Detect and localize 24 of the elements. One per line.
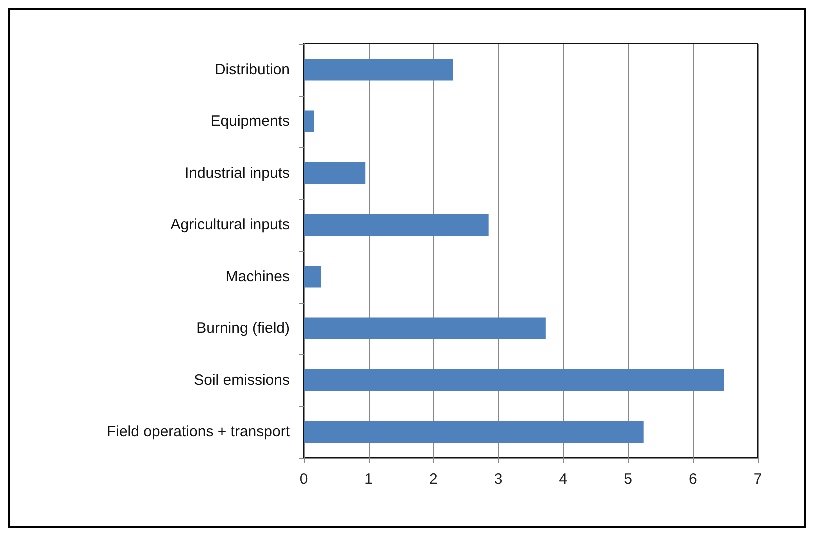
y-tick-label: Soil emissions bbox=[194, 372, 290, 389]
bar bbox=[304, 59, 454, 81]
x-tick-label: 3 bbox=[494, 471, 503, 488]
y-tick-label: Machines bbox=[226, 268, 290, 286]
y-tick-label: Equipments bbox=[210, 113, 290, 130]
x-tick-label: 2 bbox=[430, 471, 438, 488]
y-tick-label: Distribution bbox=[214, 61, 290, 78]
x-tick-label: 1 bbox=[364, 471, 374, 488]
x-tick-label: 0 bbox=[300, 471, 308, 488]
bar bbox=[304, 110, 314, 132]
x-tick-label: 7 bbox=[754, 471, 762, 488]
x-tick-label: 6 bbox=[688, 471, 698, 488]
bar bbox=[304, 162, 366, 184]
x-tick-label: 4 bbox=[559, 471, 568, 488]
y-tick-label: Agricultural inputs bbox=[170, 216, 290, 234]
bar bbox=[304, 370, 724, 392]
y-tick-label: Burning (field) bbox=[196, 320, 290, 338]
bar bbox=[304, 421, 644, 443]
y-tick-label: Field operations + transport bbox=[106, 424, 291, 441]
bar bbox=[304, 318, 546, 340]
bar bbox=[304, 266, 322, 288]
y-tick-label: Industrial inputs bbox=[184, 164, 290, 182]
x-tick-label: 5 bbox=[624, 471, 632, 488]
bar bbox=[304, 214, 489, 236]
